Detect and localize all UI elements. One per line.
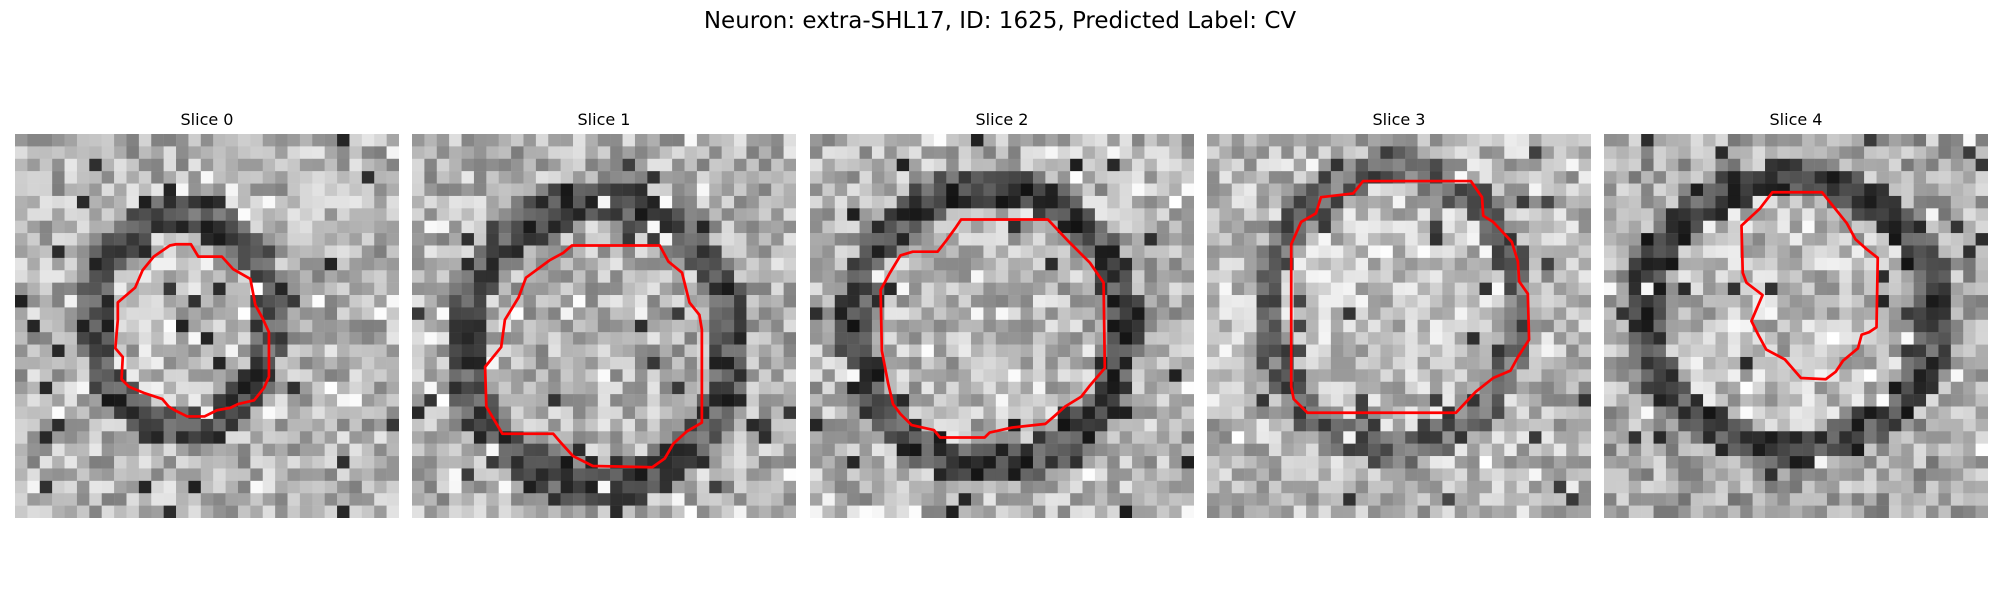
slice-image-1	[412, 134, 796, 518]
slice-panel-1: Slice 1	[412, 110, 796, 518]
slice-title-1: Slice 1	[412, 110, 796, 134]
slice-panel-4: Slice 4	[1604, 110, 1988, 518]
slice-image-2	[810, 134, 1194, 518]
slice-panel-2: Slice 2	[810, 110, 1194, 518]
slice-title-4: Slice 4	[1604, 110, 1988, 134]
slice-title-2: Slice 2	[810, 110, 1194, 134]
slice-image-0	[15, 134, 399, 518]
pixel-grid	[412, 134, 796, 518]
pixel-grid	[810, 134, 1194, 518]
slice-image-3	[1207, 134, 1591, 518]
slice-title-0: Slice 0	[15, 110, 399, 134]
slice-image-4	[1604, 134, 1988, 518]
slice-panel-0: Slice 0	[15, 110, 399, 518]
pixel-grid	[1207, 134, 1591, 518]
slice-panel-3: Slice 3	[1207, 110, 1591, 518]
slice-title-3: Slice 3	[1207, 110, 1591, 134]
pixel-grid	[15, 134, 399, 518]
figure-title: Neuron: extra-SHL17, ID: 1625, Predicted…	[0, 8, 2000, 34]
